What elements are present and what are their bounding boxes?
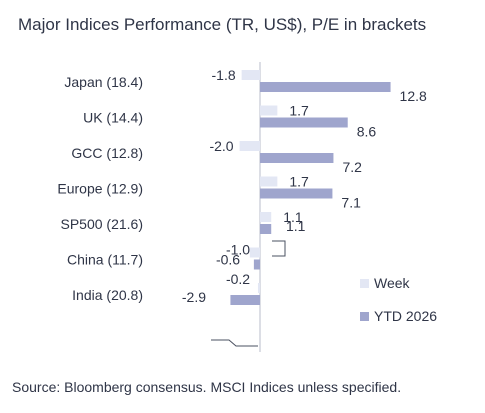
ytd-bar: [230, 295, 260, 305]
leader-line: [272, 240, 286, 257]
week-bar: [260, 176, 278, 187]
legend: Week YTD 2026: [360, 275, 437, 324]
week-data-label: -0.2: [226, 271, 250, 287]
ytd-bar: [260, 153, 334, 163]
category-label: China (11.7): [67, 252, 143, 268]
ytd-bar: [260, 82, 391, 92]
category-label: India (20.8): [72, 287, 143, 303]
week-bar: [249, 247, 260, 258]
ytd-data-label: -2.9: [182, 289, 206, 305]
category-label: SP500 (21.6): [61, 216, 144, 232]
ytd-data-label: 7.1: [341, 195, 361, 211]
week-bar: [239, 141, 260, 151]
week-data-label: 1.7: [289, 103, 309, 119]
week-data-label: 1.7: [289, 174, 309, 190]
week-data-label: -1.8: [212, 67, 236, 83]
ytd-data-label: 1.1: [286, 218, 306, 234]
category-label: Japan (18.4): [64, 74, 143, 90]
ytd-data-label: 12.8: [400, 88, 427, 104]
week-bar: [260, 212, 272, 222]
ytd-data-label: 8.6: [357, 124, 377, 140]
ytd-bar: [260, 224, 272, 234]
week-bar: [260, 105, 278, 116]
category-label: UK (14.4): [83, 110, 143, 126]
week-bar: [257, 283, 260, 293]
ytd-data-label: 7.2: [342, 159, 362, 175]
legend-swatch-ytd: [360, 312, 369, 321]
legend-label-ytd: YTD 2026: [374, 308, 437, 324]
leader-line: [211, 339, 258, 347]
chart-title: Major Indices Performance (TR, US$), P/E…: [18, 15, 426, 34]
legend-label-week: Week: [374, 275, 411, 291]
week-data-label: 1.1: [283, 209, 303, 225]
ytd-bar: [260, 117, 348, 128]
category-label: Europe (12.9): [57, 181, 143, 197]
plot-area: Japan (18.4) UK (14.4) GCC (12.8) Europe (1…: [57, 62, 427, 352]
category-label: GCC (12.8): [71, 145, 143, 161]
week-bar: [241, 70, 260, 80]
ytd-bar: [260, 188, 333, 199]
source-note: Source: Bloomberg consensus. MSCI Indice…: [12, 379, 401, 395]
ytd-bar: [253, 259, 260, 270]
legend-swatch-week: [360, 279, 369, 288]
week-data-label: -1.0: [226, 242, 250, 258]
ytd-data-label: -0.6: [216, 252, 240, 268]
week-data-label: -2.0: [209, 138, 233, 154]
